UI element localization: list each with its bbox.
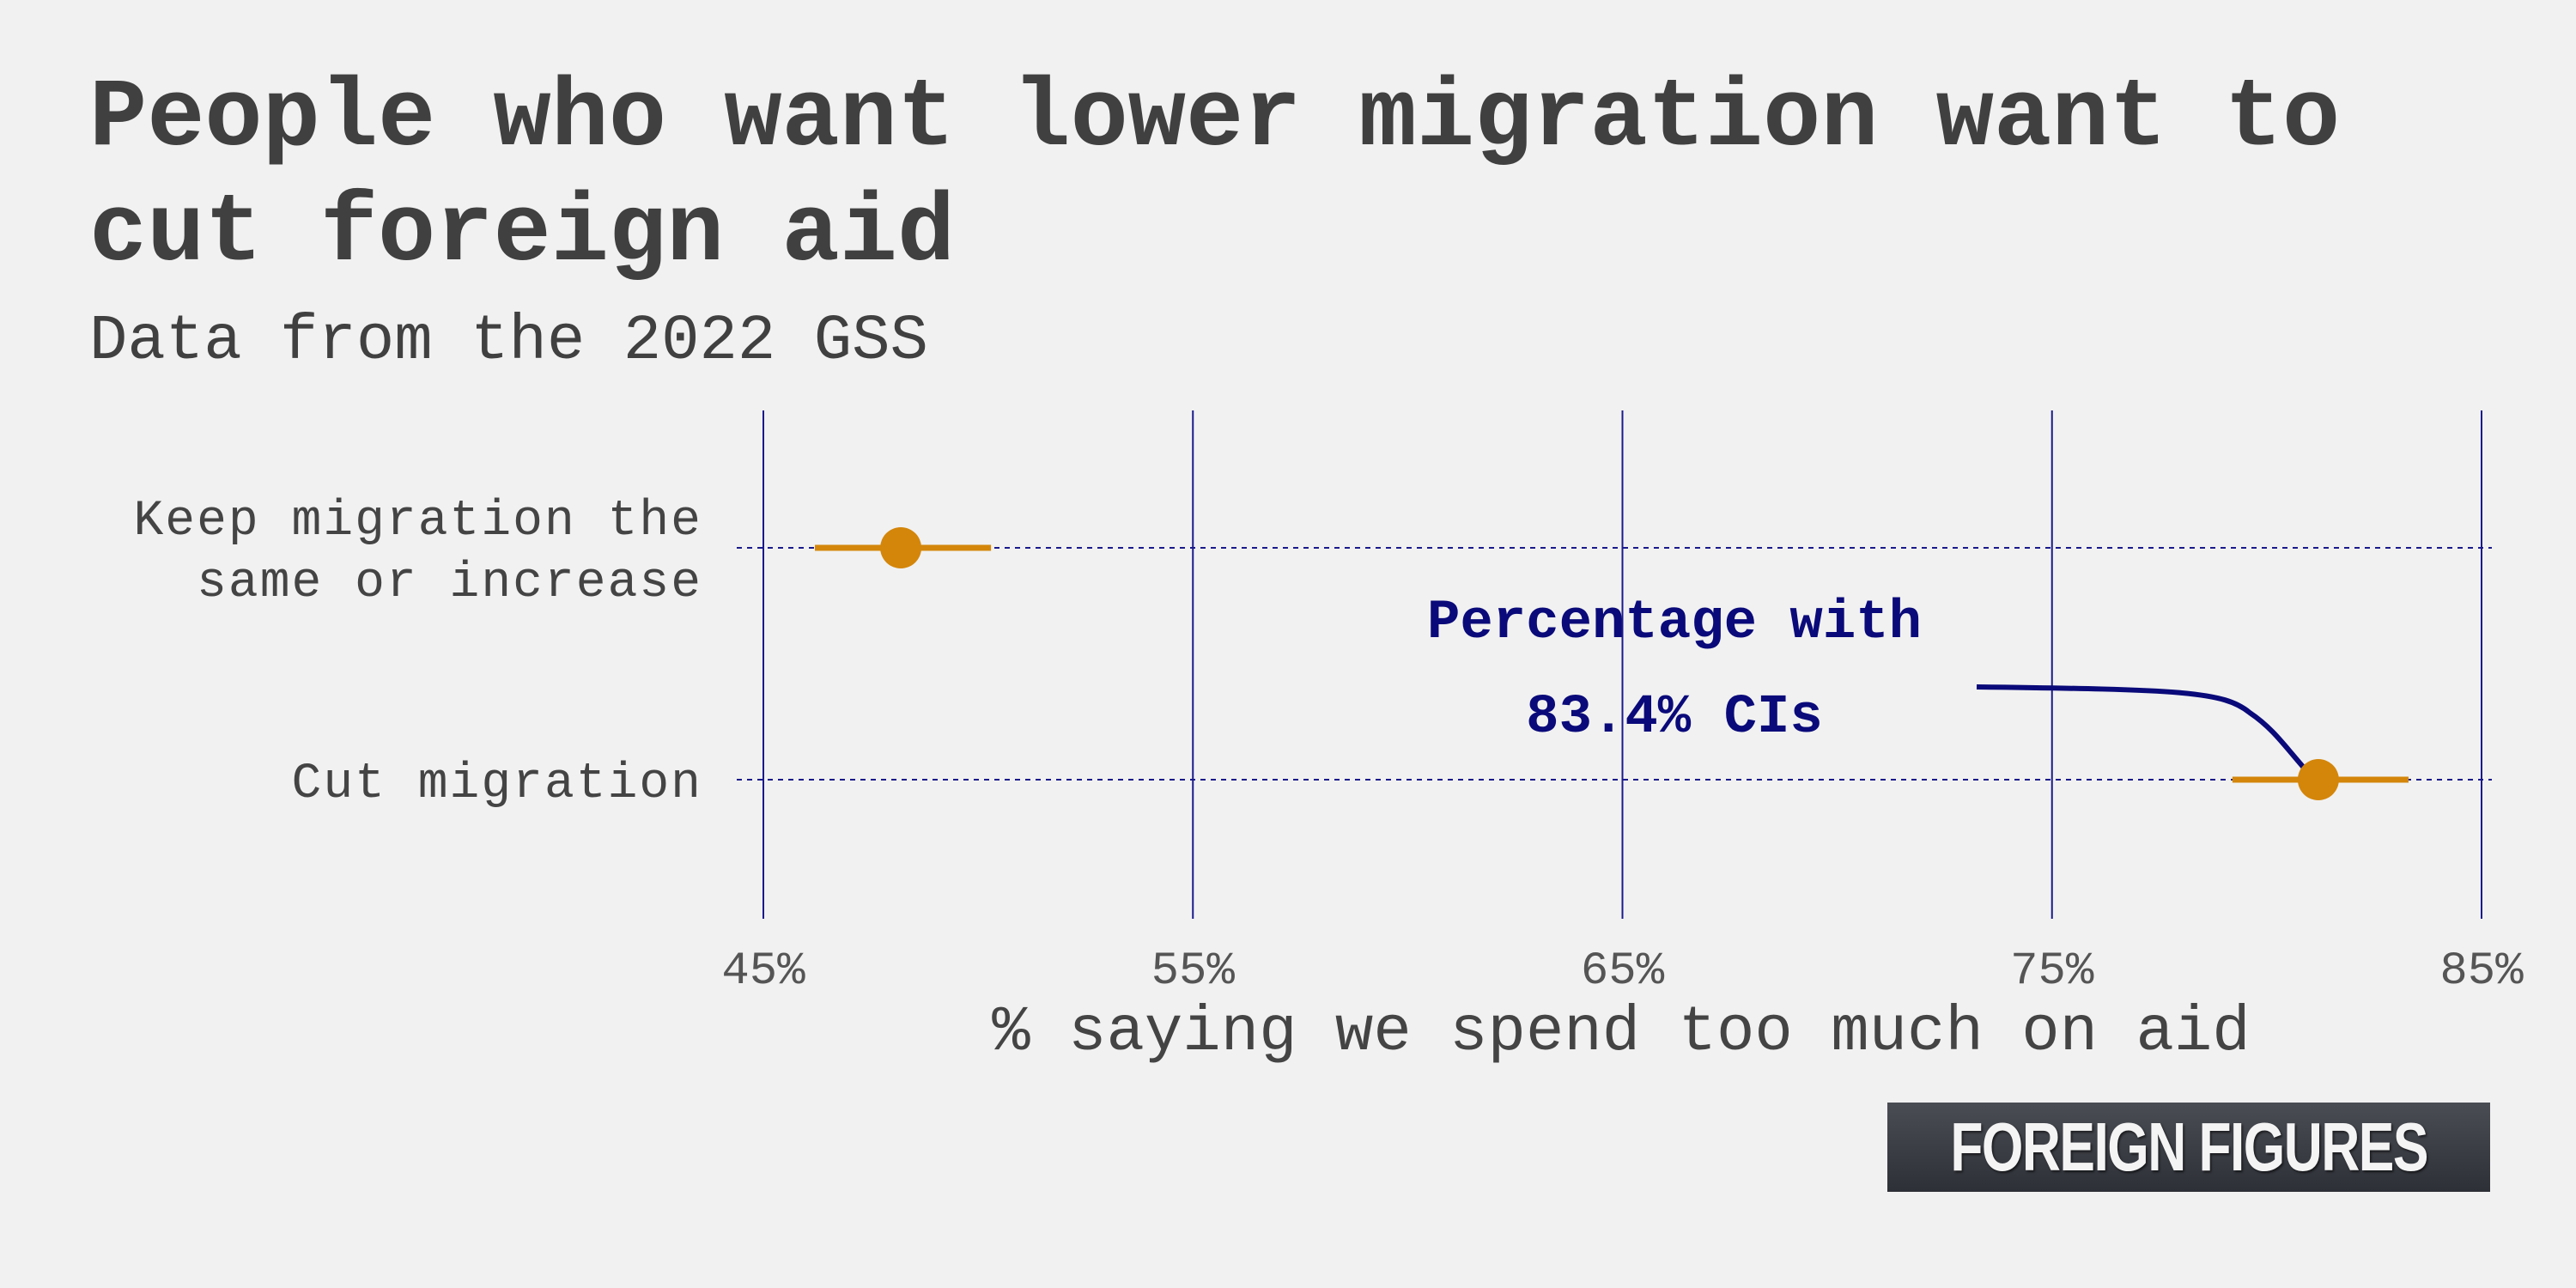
annotation: Percentage with 83.4% CIs [1427,592,2314,779]
chart-title: People who want lower migration want to … [89,64,2341,289]
x-axis-title: % saying we spend too much on aid [992,997,2250,1069]
x-tick-label: 65% [1581,945,1665,998]
data-point [880,527,922,568]
data-marks [815,527,2409,800]
x-tick-label: 85% [2439,945,2524,998]
x-tick-label: 45% [721,945,805,998]
data-point [2297,759,2339,800]
logo-text: FOREIGN FIGURES [1950,1109,2428,1185]
category-labels: Keep migration the same or increase Cut mi… [133,494,702,812]
category-label: same or increase [197,556,702,611]
x-tick-labels: 45% 55% 65% 75% 85% [721,945,2524,998]
foreign-figures-logo: FOREIGN FIGURES [1887,1103,2490,1192]
annotation-text: Percentage with [1427,592,1922,654]
x-tick-label: 55% [1151,945,1236,998]
x-tick-label: 75% [2010,945,2094,998]
annotation-arrow [1976,684,2314,779]
category-label: Cut migration [292,756,702,812]
chart-subtitle: Data from the 2022 GSS [89,306,928,378]
category-label: Keep migration the [133,494,702,550]
annotation-text: 83.4% CIs [1526,687,1823,749]
grid-lines [737,410,2492,919]
